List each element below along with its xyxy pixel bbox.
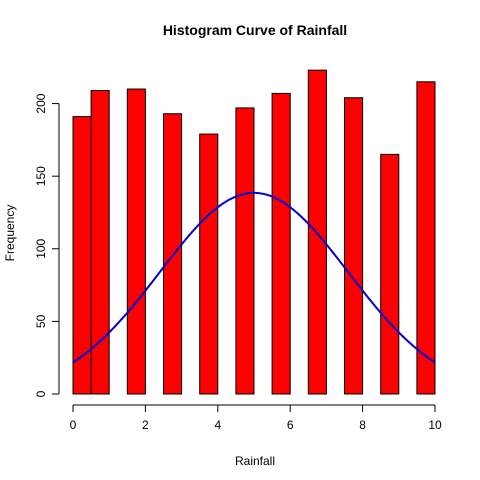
bar-5 <box>200 134 218 394</box>
bar-6 <box>236 108 254 394</box>
x-tick-label: 10 <box>428 418 442 432</box>
bar-10 <box>381 154 399 394</box>
x-tick-label: 6 <box>287 418 294 432</box>
y-tick-label: 200 <box>34 93 48 113</box>
bar-9 <box>345 98 363 394</box>
y-axis-label: Frequency <box>3 205 17 262</box>
y-tick-label: 0 <box>34 390 48 397</box>
bar-11 <box>417 82 435 394</box>
bar-8 <box>308 70 326 394</box>
bar-group <box>73 70 435 394</box>
x-tick-label: 0 <box>70 418 77 432</box>
x-tick-label: 2 <box>142 418 149 432</box>
bar-2 <box>91 90 109 394</box>
x-axis-label: Rainfall <box>235 454 275 468</box>
bar-3 <box>127 89 145 394</box>
y-tick-label: 150 <box>34 166 48 186</box>
bar-7 <box>272 93 290 394</box>
x-tick-label: 4 <box>214 418 221 432</box>
y-axis-ticks: 0 50 100 150 200 <box>34 93 59 397</box>
bar-4 <box>164 114 182 394</box>
y-tick-label: 50 <box>34 314 48 328</box>
chart-title: Histogram Curve of Rainfall <box>163 22 347 38</box>
x-axis-ticks: 0 2 4 6 8 10 <box>70 405 442 432</box>
x-tick-label: 8 <box>359 418 366 432</box>
y-tick-label: 100 <box>34 238 48 258</box>
